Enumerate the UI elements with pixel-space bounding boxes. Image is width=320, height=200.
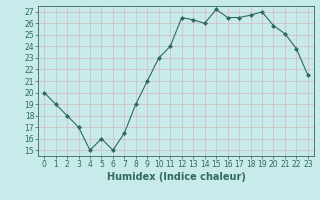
X-axis label: Humidex (Indice chaleur): Humidex (Indice chaleur) — [107, 172, 245, 182]
